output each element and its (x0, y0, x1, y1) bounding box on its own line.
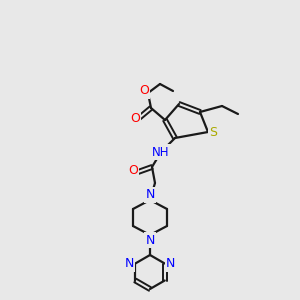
Text: O: O (130, 112, 140, 124)
Text: NH: NH (152, 146, 170, 158)
Text: N: N (124, 257, 134, 270)
Text: N: N (145, 188, 155, 202)
Text: O: O (139, 85, 149, 98)
Text: N: N (166, 257, 175, 270)
Text: S: S (209, 125, 217, 139)
Text: O: O (128, 164, 138, 178)
Text: N: N (145, 233, 155, 247)
